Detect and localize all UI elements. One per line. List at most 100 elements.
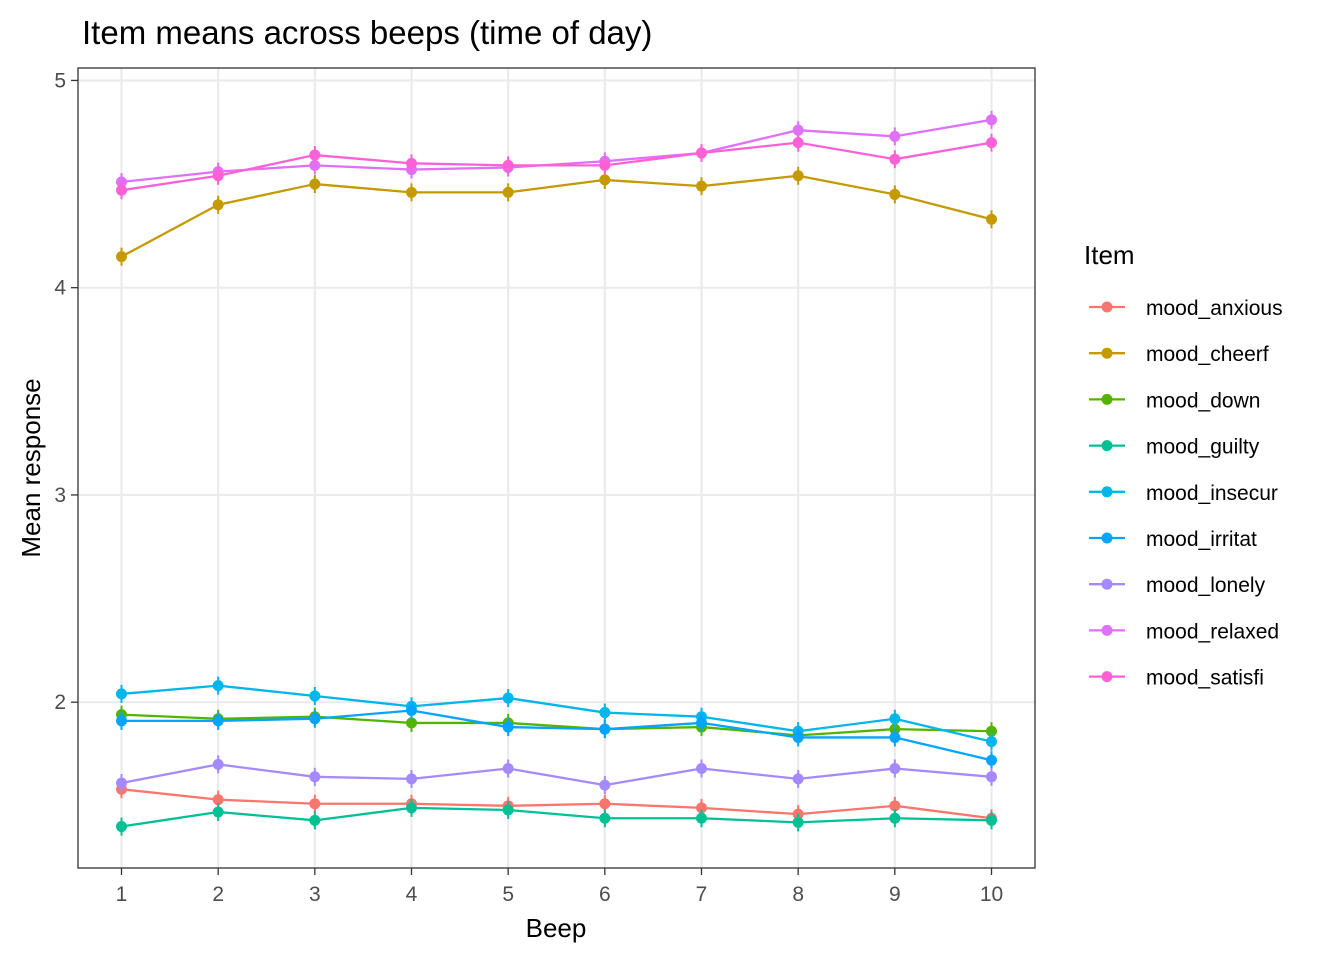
data-point	[309, 798, 321, 810]
legend-label: mood_insecur	[1146, 482, 1278, 505]
series-line	[121, 806, 992, 828]
legend-key-point	[1101, 624, 1113, 636]
grid-lines	[78, 68, 1035, 868]
data-point	[116, 821, 127, 833]
data-point	[696, 812, 707, 824]
data-point	[116, 251, 127, 263]
legend-item: mood_relaxed	[1089, 620, 1279, 643]
data-point	[309, 159, 321, 171]
legend-label: mood_satisfi	[1146, 667, 1264, 690]
data-point	[406, 704, 417, 716]
legend-item: mood_irritat	[1089, 528, 1257, 551]
data-point	[986, 725, 997, 737]
legend-item: mood_guilty	[1089, 436, 1260, 459]
data-point	[212, 199, 224, 211]
data-point	[599, 812, 611, 824]
data-point	[889, 713, 901, 725]
x-axis: 1 2 3 4 5 6 7 8 9 10	[116, 868, 1003, 906]
legend-key-point	[1101, 301, 1113, 313]
data-point	[792, 170, 804, 182]
legend-label: mood_relaxed	[1146, 620, 1279, 643]
data-point	[309, 149, 321, 161]
legend-key-point	[1101, 578, 1113, 590]
legend-label: mood_lonely	[1146, 574, 1266, 597]
data-point	[212, 680, 224, 692]
data-point	[406, 157, 417, 169]
data-point	[792, 816, 804, 828]
x-tick-label: 8	[792, 883, 804, 906]
legend-item: mood_down	[1089, 389, 1260, 412]
x-tick-label: 4	[406, 883, 418, 906]
x-tick-label: 3	[309, 883, 321, 906]
series-mood_cheerf	[116, 166, 997, 266]
data-point	[696, 763, 707, 775]
data-point	[792, 773, 804, 785]
y-axis-title: Mean response	[16, 378, 46, 557]
data-point	[116, 184, 127, 196]
series-mood_guilty	[116, 798, 997, 836]
data-point	[696, 180, 707, 192]
data-point	[212, 170, 224, 182]
x-tick-label: 6	[599, 883, 611, 906]
legend-key-point	[1101, 440, 1113, 452]
data-point	[792, 124, 804, 136]
data-point	[599, 779, 611, 791]
data-point	[502, 692, 514, 704]
data-point	[406, 773, 417, 785]
y-axis: 2 3 4 5	[54, 69, 78, 714]
x-tick-label: 5	[502, 883, 514, 906]
data-point	[986, 736, 997, 748]
data-point	[212, 794, 224, 806]
y-tick-label: 5	[54, 69, 66, 92]
y-tick-label: 2	[54, 691, 66, 714]
data-point	[599, 798, 611, 810]
data-point	[309, 690, 321, 702]
data-point	[212, 758, 224, 770]
series-mood_satisfi	[116, 133, 997, 200]
plot-area	[77, 67, 1036, 869]
legend-key-point	[1101, 486, 1113, 498]
data-point	[406, 186, 417, 198]
series-layer	[116, 110, 997, 836]
data-point	[792, 137, 804, 149]
series-line	[121, 709, 992, 762]
data-point	[502, 186, 514, 198]
data-point	[986, 754, 997, 766]
data-point	[116, 688, 127, 700]
series-mood_lonely	[116, 755, 997, 795]
legend: Item mood_anxious mood_cheerf mood_downmoo…	[1084, 240, 1283, 690]
data-point	[986, 771, 997, 783]
y-tick-label: 4	[54, 277, 66, 300]
data-point	[889, 731, 901, 743]
legend-item: mood_anxious	[1089, 297, 1283, 320]
data-point	[406, 802, 417, 814]
x-tick-label: 2	[212, 883, 224, 906]
data-point	[696, 717, 707, 729]
data-point	[696, 802, 707, 814]
data-point	[889, 188, 901, 200]
series-mood_irritat	[116, 701, 997, 770]
legend-label: mood_cheerf	[1146, 343, 1269, 366]
data-point	[599, 707, 611, 719]
legend-label: mood_guilty	[1146, 436, 1260, 459]
data-point	[889, 130, 901, 142]
plot-border	[77, 67, 1036, 869]
data-point	[406, 717, 417, 729]
series-line	[121, 788, 992, 820]
data-point	[502, 721, 514, 733]
data-point	[986, 137, 997, 149]
data-point	[502, 159, 514, 171]
data-point	[309, 178, 321, 190]
legend-key-point	[1101, 347, 1113, 359]
legend-label: mood_irritat	[1146, 528, 1257, 551]
data-point	[502, 804, 514, 816]
data-point	[986, 213, 997, 225]
legend-key-point	[1101, 532, 1113, 544]
series-line	[121, 684, 992, 743]
x-tick-label: 1	[116, 883, 128, 906]
series-line	[121, 763, 992, 787]
data-point	[599, 159, 611, 171]
x-tick-label: 10	[980, 883, 1003, 906]
plot-panel	[78, 68, 1035, 868]
